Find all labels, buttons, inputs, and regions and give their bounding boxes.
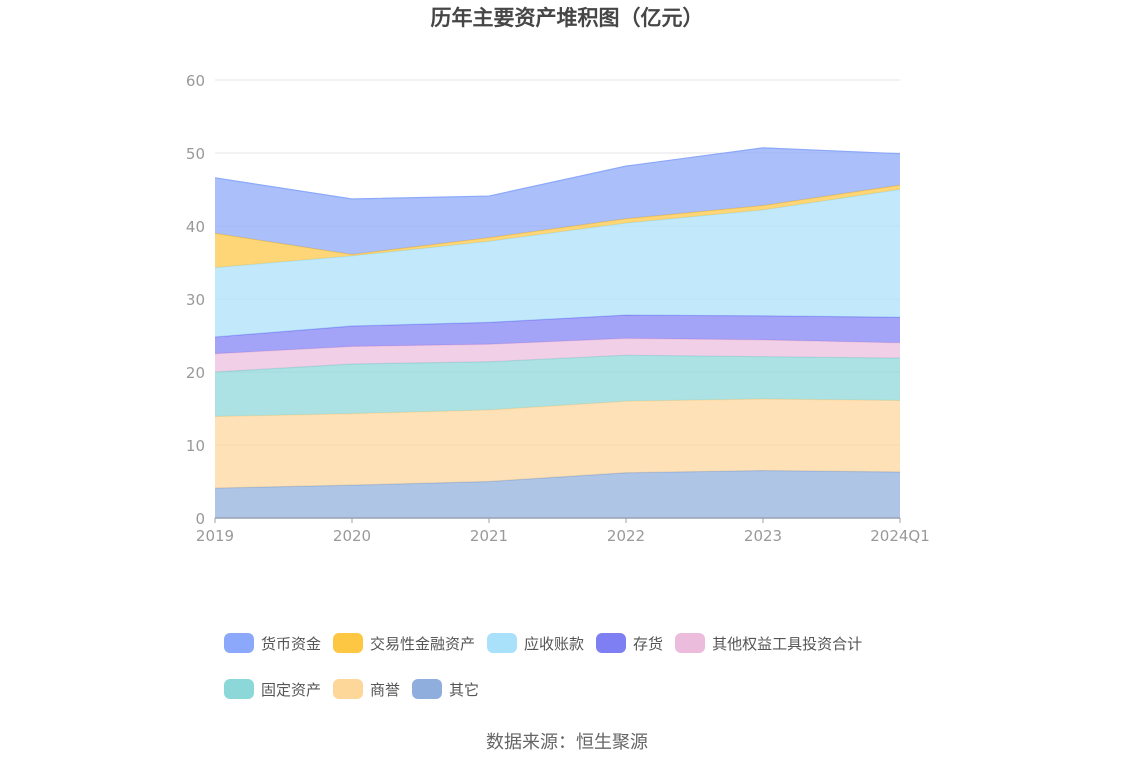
area-6 — [215, 185, 900, 268]
legend-swatch — [596, 633, 627, 653]
legend-swatch — [224, 633, 254, 653]
area-3 — [215, 338, 900, 372]
x-tick-label: 2021 — [470, 527, 508, 545]
y-tick-label: 30 — [186, 291, 205, 309]
y-tick-label: 20 — [186, 364, 205, 382]
area-5 — [215, 189, 900, 337]
legend-swatch — [412, 679, 443, 699]
y-tick-label: 10 — [186, 437, 205, 455]
legend-swatch — [224, 679, 254, 699]
x-tick-label: 2022 — [607, 527, 645, 545]
legend-item[interactable]: 商誉 — [333, 678, 400, 700]
y-tick-label: 0 — [195, 510, 205, 528]
area-7 — [215, 147, 900, 255]
y-tick-label: 50 — [186, 145, 205, 163]
area-0 — [215, 470, 900, 518]
area-edge-7 — [214, 147, 901, 200]
x-tick-label: 2019 — [196, 527, 234, 545]
legend-swatch — [675, 633, 706, 653]
area-1 — [215, 399, 900, 489]
legend-label: 商誉 — [370, 680, 401, 699]
legend-swatch — [333, 633, 364, 653]
legend-item[interactable]: 其他权益工具投资合计 — [675, 632, 862, 654]
x-tick-label: 2023 — [744, 527, 782, 545]
x-tick-label: 2024Q1 — [870, 527, 930, 545]
legend-label: 其它 — [449, 680, 480, 699]
legend-label: 存货 — [633, 634, 664, 653]
legend-swatch — [333, 679, 364, 699]
y-tick-label: 40 — [186, 218, 205, 236]
legend-item[interactable]: 其它 — [412, 678, 479, 700]
area-2 — [215, 355, 900, 417]
x-tick-label: 2020 — [333, 527, 371, 545]
legend-item[interactable]: 应收账款 — [487, 632, 584, 654]
legend-label: 固定资产 — [261, 680, 322, 699]
source-note: 数据来源：恒生聚源 — [486, 732, 648, 753]
axes: 0 10 20 30 40 50 60 2019 2020 2021 2022 2023 2024Q1 — [186, 72, 930, 545]
legend-label: 交易性金融资产 — [370, 634, 476, 653]
legend-label: 应收账款 — [524, 634, 585, 653]
legend-item[interactable]: 货币资金 — [224, 632, 321, 654]
legend-label: 其他权益工具投资合计 — [712, 634, 863, 653]
legend-item[interactable]: 存货 — [596, 632, 663, 654]
legend-label: 货币资金 — [261, 634, 322, 653]
legend-item[interactable]: 交易性金融资产 — [333, 632, 475, 654]
legend-swatch — [487, 633, 518, 653]
y-tick-label: 60 — [186, 72, 205, 90]
area-series — [214, 147, 901, 518]
legend-item[interactable]: 固定资产 — [224, 678, 321, 700]
chart-title: 历年主要资产堆积图（亿元） — [430, 6, 704, 30]
legend: 货币资金 交易性金融资产 应收账款 存货 其他权益工具投资合计固定资产 商誉 其它 — [224, 632, 944, 700]
area-4 — [215, 315, 900, 354]
